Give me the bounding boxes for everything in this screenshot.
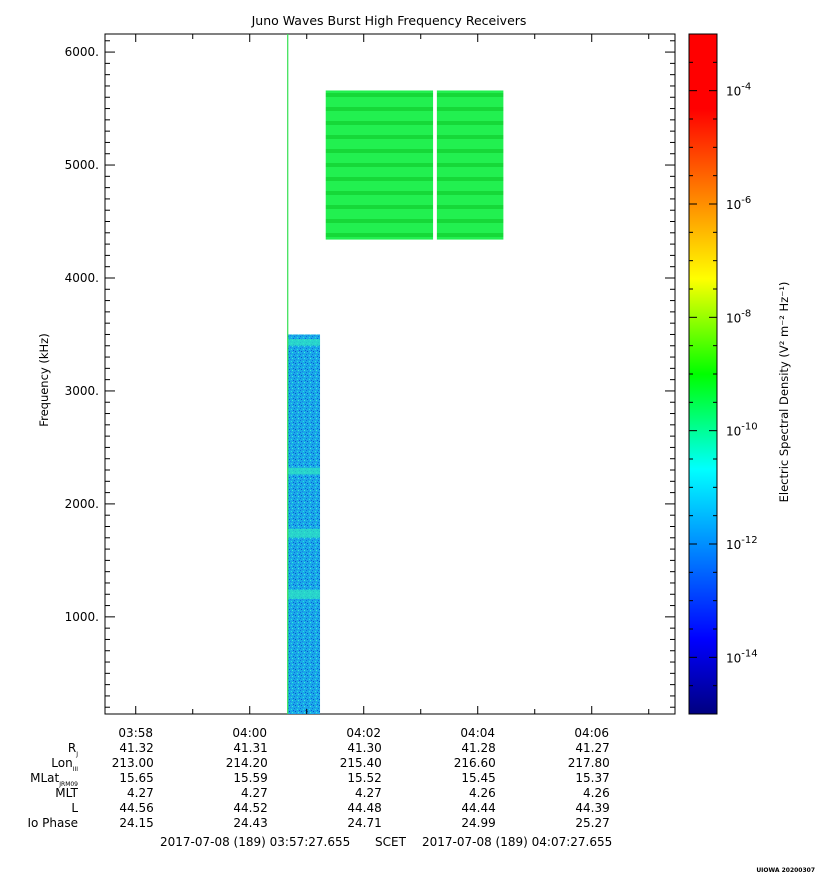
y-tick-label: 2000. <box>65 497 99 511</box>
ephemeris-label: MLatJRM09 <box>30 771 78 788</box>
y-axis-label: Frequency (kHz) <box>37 333 51 426</box>
colorbar-ticks: 10-4 10-6 10-8 10-10 10-12 10-14 <box>689 61 758 687</box>
ephemeris-value: 4.27 <box>355 786 382 800</box>
colorbar-tick-label: 10-10 <box>726 422 758 439</box>
ephemeris-value: 217.80 <box>568 756 610 770</box>
y-axis: 1000. 2000. 3000. 4000. 5000. 6000. <box>65 40 675 708</box>
ephemeris-value: 214.20 <box>226 756 268 770</box>
x-tick-label: 04:00 <box>232 726 267 740</box>
colorbar-label: Electric Spectral Density (V² m⁻² Hz⁻¹) <box>777 282 791 503</box>
x-tick-label: 03:58 <box>118 726 153 740</box>
ephemeris-value: 41.30 <box>347 741 381 755</box>
ephemeris-value: 24.43 <box>233 816 267 830</box>
spectral-block-2 <box>325 90 434 240</box>
ephemeris-value: 15.37 <box>575 771 609 785</box>
ephemeris-value: 15.65 <box>119 771 153 785</box>
ephemeris-value: 216.60 <box>454 756 496 770</box>
spectral-band-2 <box>287 528 321 538</box>
ephemeris-label: MLT <box>55 786 78 800</box>
ephemeris-value: 4.27 <box>127 786 154 800</box>
spectral-band-1 <box>287 467 321 475</box>
ephemeris-value: 215.40 <box>340 756 382 770</box>
ephemeris-value: 44.44 <box>461 801 495 815</box>
ephemeris-label: RJ <box>68 741 78 758</box>
ephemeris-value: 44.52 <box>233 801 267 815</box>
ephemeris-value: 24.71 <box>347 816 381 830</box>
ephemeris-value: 15.59 <box>233 771 267 785</box>
spectral-block-1 <box>287 334 321 714</box>
colorbar-tick-label: 10-4 <box>726 82 751 99</box>
colorbar-tick-label: 10-14 <box>726 648 758 665</box>
ephemeris-value: 4.27 <box>241 786 268 800</box>
time-range-start: 2017-07-08 (189) 03:57:27.655 <box>160 835 350 849</box>
ephemeris-label: Io Phase <box>27 816 78 830</box>
credit-label: UIOWA 20200307 <box>756 867 815 874</box>
ephemeris-value: 4.26 <box>583 786 610 800</box>
ephemeris-value: 4.26 <box>469 786 496 800</box>
time-range-scet: SCET <box>375 835 407 849</box>
chart-title: Juno Waves Burst High Frequency Receiver… <box>251 13 527 28</box>
spectral-band-4 <box>287 338 321 346</box>
time-range-end: 2017-07-08 (189) 04:07:27.655 <box>422 835 612 849</box>
colorbar-tick-label: 10-6 <box>726 195 751 212</box>
colorbar <box>688 33 718 715</box>
y-tick-label: 4000. <box>65 271 99 285</box>
y-tick-label: 3000. <box>65 384 99 398</box>
ephemeris-label: LonIII <box>51 756 78 773</box>
spectrogram-data <box>287 34 504 714</box>
y-tick-label: 6000. <box>65 45 99 59</box>
colorbar-tick-label: 10-8 <box>726 308 751 325</box>
ephemeris-value: 41.32 <box>119 741 153 755</box>
ephemeris-value: 44.39 <box>575 801 609 815</box>
ephemeris-label: L <box>71 801 78 815</box>
ephemeris-value: 41.27 <box>575 741 609 755</box>
y-tick-label: 1000. <box>65 610 99 624</box>
ephemeris-value: 25.27 <box>575 816 609 830</box>
ephemeris-value: 24.99 <box>461 816 495 830</box>
ephemeris-value: 44.56 <box>119 801 153 815</box>
ephemeris-value: 41.31 <box>233 741 267 755</box>
ephemeris-value: 15.45 <box>461 771 495 785</box>
ephemeris-value: 24.15 <box>119 816 153 830</box>
y-tick-label: 5000. <box>65 158 99 172</box>
spectral-band-3 <box>287 589 321 599</box>
ephemeris-value: 213.00 <box>112 756 154 770</box>
x-tick-label: 04:04 <box>460 726 495 740</box>
x-axis: 03:58 04:00 04:02 04:04 04:06 <box>118 34 650 740</box>
spectral-block-3 <box>436 90 504 240</box>
ephemeris-value: 15.52 <box>347 771 381 785</box>
ephemeris-value: 44.48 <box>347 801 381 815</box>
x-tick-label: 04:02 <box>346 726 381 740</box>
x-tick-label: 04:06 <box>574 726 609 740</box>
colorbar-tick-label: 10-12 <box>726 535 758 552</box>
ephemeris-value: 41.28 <box>461 741 495 755</box>
